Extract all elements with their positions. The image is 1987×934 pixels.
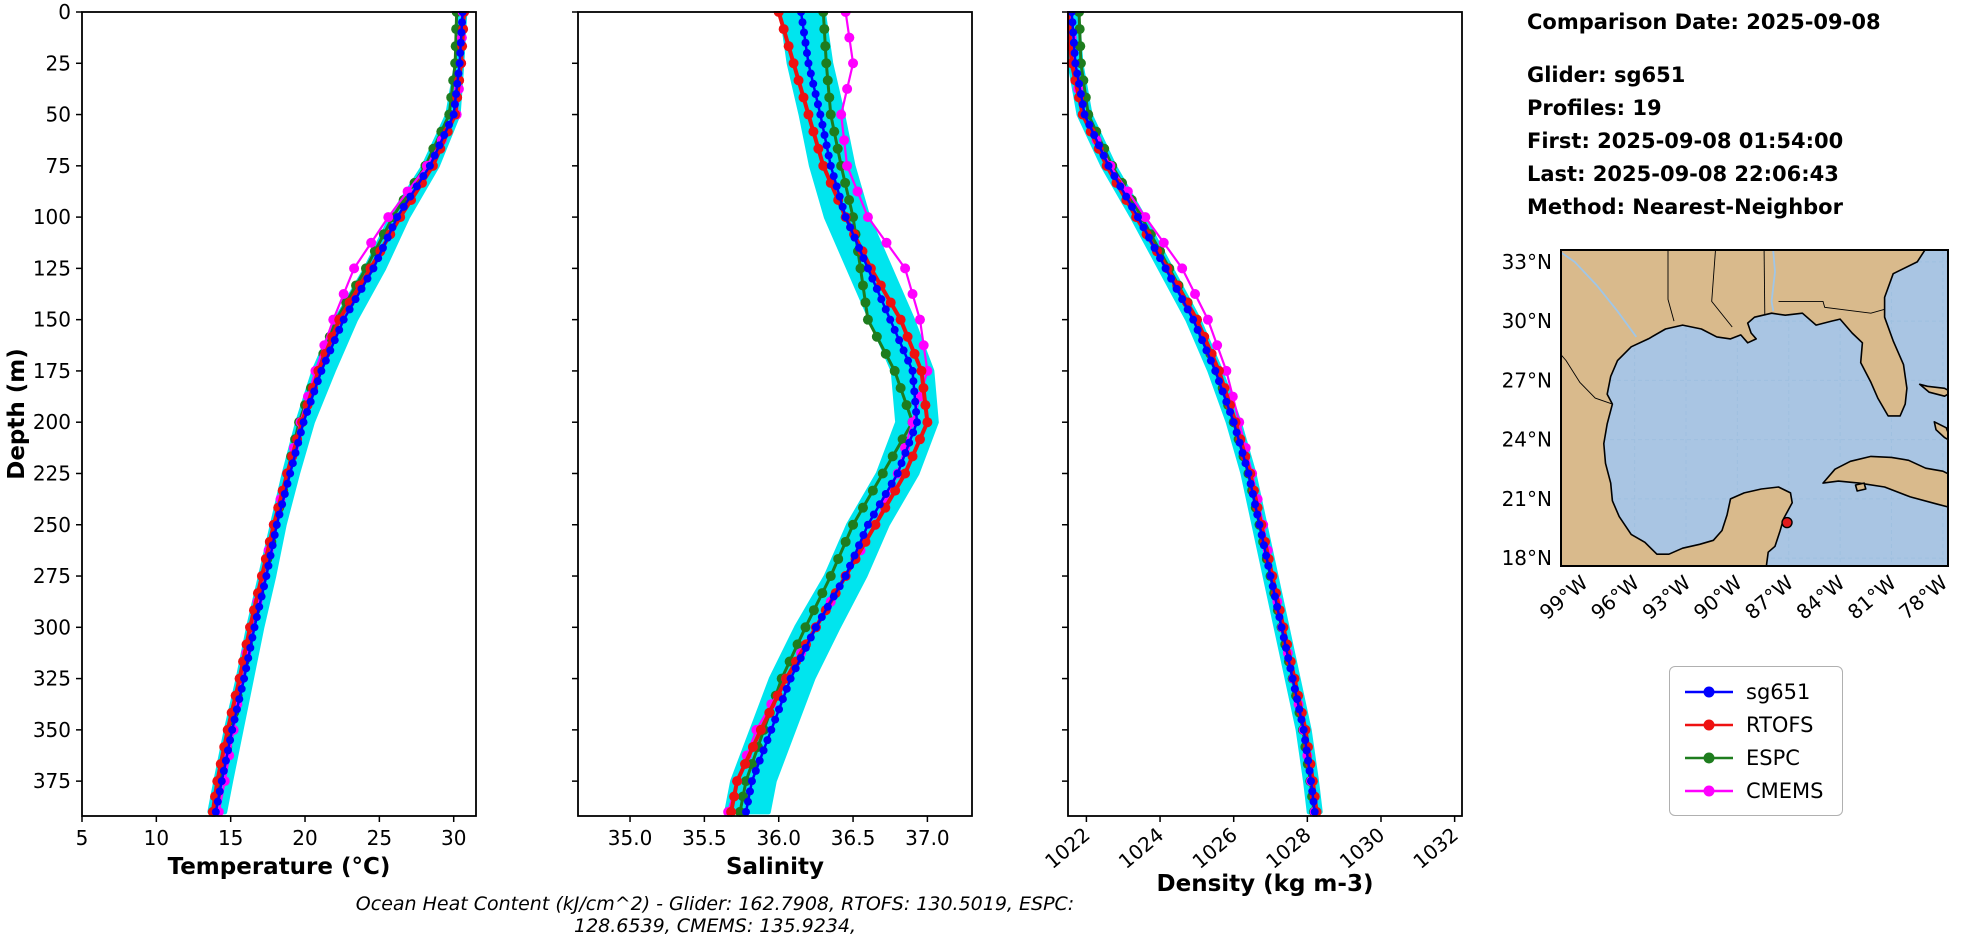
- density-series-RTOFS: [1067, 11, 1322, 817]
- density-xtick-label: 1032: [1408, 822, 1462, 873]
- legend-item-ESPC: ESPC: [1682, 741, 1824, 774]
- comparison-method: Method: Nearest-Neighbor: [1527, 195, 1843, 219]
- density-xtick-label: 1028: [1261, 822, 1315, 873]
- depth-tick-label: 375: [33, 769, 71, 793]
- glider-name: Glider: sg651: [1527, 63, 1686, 87]
- depth-tick-label: 350: [33, 718, 71, 742]
- temperature-axis-label: Temperature (°C): [168, 854, 391, 880]
- density-series-sg651: [1067, 11, 1319, 816]
- temperature-series-sg651: [211, 11, 467, 816]
- salinity-axis-label: Salinity: [726, 854, 824, 880]
- depth-tick-label: 200: [33, 410, 71, 434]
- map-lon-label: 93°W: [1637, 570, 1695, 624]
- temperature-envelope-band: [207, 11, 468, 815]
- density-plot: 1022 1024 1026 1028 1030 1032 Density (kg m-3): [1040, 11, 1463, 897]
- depth-tick-label: 250: [33, 513, 71, 537]
- salinity-xtick-label: 36.0: [756, 826, 801, 850]
- depth-tick-label: 300: [33, 615, 71, 639]
- depth-tick-label: 325: [33, 667, 71, 691]
- density-xtick-label: 1022: [1040, 822, 1094, 873]
- profile-count: Profiles: 19: [1527, 96, 1662, 120]
- legend-label: RTOFS: [1746, 712, 1814, 737]
- temperature-xtick-label: 15: [218, 826, 243, 850]
- temperature-xtick-label: 5: [76, 826, 89, 850]
- temperature-xtick-label: 30: [441, 826, 466, 850]
- density-xtick-label: 1026: [1187, 822, 1241, 873]
- map-lat-label: 27°N: [1502, 368, 1552, 392]
- map-lon-label: 90°W: [1689, 570, 1747, 624]
- legend-label: CMEMS: [1746, 778, 1824, 803]
- map-lon-label: 87°W: [1740, 570, 1798, 624]
- density-xtick-label: 1030: [1335, 822, 1389, 873]
- temperature-xtick-label: 20: [292, 826, 317, 850]
- legend-label: ESPC: [1746, 745, 1800, 770]
- temperature-xtick-label: 10: [144, 826, 169, 850]
- comparison-date: Comparison Date: 2025-09-08: [1527, 10, 1881, 34]
- map-lat-label: 18°N: [1502, 546, 1552, 570]
- depth-tick-label: 75: [46, 154, 71, 178]
- legend-line-sg651-icon: [1685, 686, 1733, 697]
- ohc-caption: Ocean Heat Content (kJ/cm^2) - Glider: 1…: [355, 893, 1075, 934]
- map-lat-label: 33°N: [1502, 250, 1552, 274]
- temperature-xtick-label: 25: [367, 826, 392, 850]
- legend-line-ESPC-icon: [1685, 752, 1733, 763]
- glider-position-marker: [1781, 516, 1793, 529]
- temperature-plot: 5 10 15 20 25 3002550751001251501752002252502…: [33, 0, 477, 880]
- density-envelope-band: [1067, 11, 1323, 815]
- map-lon-label: 81°W: [1843, 570, 1901, 624]
- map-lon-label: 84°W: [1792, 570, 1850, 624]
- legend: sg651 RTOFS ESPC CMEMS: [1669, 666, 1843, 816]
- salinity-xtick-label: 35.5: [682, 826, 727, 850]
- map-lat-label: 21°N: [1502, 487, 1552, 511]
- depth-tick-label: 150: [33, 308, 71, 332]
- depth-tick-label: 0: [58, 0, 71, 24]
- salinity-xtick-label: 35.0: [608, 826, 653, 850]
- map-panel: 33°N 30°N 27°N 24°N 21°N 18°N99°W96°W93°W90°W…: [1502, 249, 1952, 624]
- map-lat-label: 24°N: [1502, 428, 1552, 452]
- map-lon-label: 99°W: [1535, 570, 1593, 624]
- map-land-4: [1854, 482, 1867, 492]
- first-profile-time: First: 2025-09-08 01:54:00: [1527, 129, 1844, 153]
- depth-tick-label: 175: [33, 359, 71, 383]
- map-lon-label: 96°W: [1586, 570, 1644, 624]
- salinity-xtick-label: 36.5: [831, 826, 876, 850]
- legend-item-RTOFS: RTOFS: [1682, 708, 1824, 741]
- map-land-1: [1822, 455, 1948, 508]
- density-series-ESPC: [1074, 11, 1319, 817]
- legend-label: sg651: [1746, 679, 1811, 704]
- salinity-axes-frame: [577, 11, 973, 817]
- temperature-axes-frame: [81, 11, 477, 817]
- map-frame: [1560, 249, 1949, 567]
- depth-tick-label: 125: [33, 256, 71, 280]
- salinity-plot: 35.0 35.5 36.0 36.5 37.0 Salinity: [572, 11, 973, 880]
- temperature-series-CMEMS: [213, 11, 468, 817]
- map-land-3: [1933, 420, 1948, 441]
- legend-item-sg651: sg651: [1682, 675, 1824, 708]
- density-axes-frame: [1067, 11, 1463, 817]
- depth-tick-label: 100: [33, 205, 71, 229]
- salinity-xtick-label: 37.0: [905, 826, 950, 850]
- map-land-0: [1561, 250, 1926, 566]
- depth-tick-label: 25: [46, 51, 71, 75]
- depth-tick-label: 50: [46, 103, 71, 127]
- legend-line-RTOFS-icon: [1685, 719, 1733, 730]
- depth-axis-label: Depth (m): [4, 348, 30, 480]
- info-panel: Comparison Date: 2025-09-08 Glider: sg65…: [1527, 6, 1881, 224]
- salinity-series-sg651: [742, 11, 921, 816]
- legend-line-CMEMS-icon: [1685, 785, 1733, 796]
- map-lon-label: 78°W: [1894, 570, 1952, 624]
- map-land-2: [1918, 383, 1948, 398]
- depth-tick-label: 275: [33, 564, 71, 588]
- density-xtick-label: 1024: [1114, 822, 1168, 873]
- map-lat-label: 30°N: [1502, 309, 1552, 333]
- density-series-CMEMS: [1067, 11, 1320, 817]
- depth-tick-label: 225: [33, 461, 71, 485]
- density-axis-label: Density (kg m-3): [1157, 871, 1374, 897]
- last-profile-time: Last: 2025-09-08 22:06:43: [1527, 162, 1839, 186]
- legend-item-CMEMS: CMEMS: [1682, 774, 1824, 807]
